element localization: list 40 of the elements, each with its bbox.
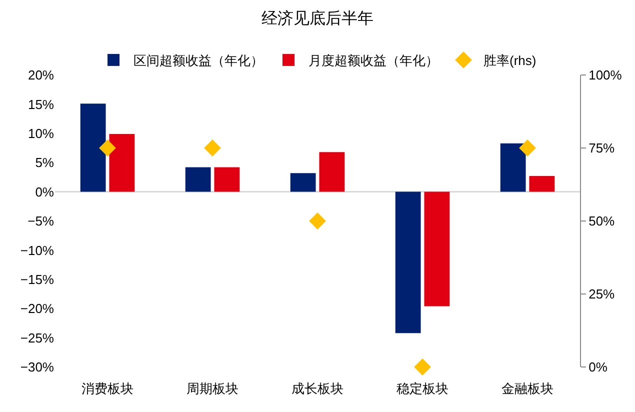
chart-title: 经济见底后半年 [262, 8, 374, 28]
legend-label: 月度超额收益（年化） [308, 53, 438, 68]
y2-tick-label: 100% [588, 68, 622, 83]
y-tick-label: −30% [20, 360, 54, 375]
point [519, 140, 536, 156]
bar [529, 176, 555, 192]
x-tick-label: 稳定板块 [396, 381, 448, 396]
x-tick-label: 消费板块 [82, 381, 134, 396]
y-tick-label: 20% [28, 68, 54, 83]
y-tick-label: −20% [20, 301, 54, 316]
point [204, 140, 221, 156]
y2-tick-label: 50% [588, 214, 616, 229]
bar [395, 192, 421, 334]
x-tick-label: 成长板块 [292, 381, 344, 396]
bar [80, 104, 106, 192]
y-tick-label: −10% [20, 242, 54, 258]
y2-tick-label: 0% [588, 360, 608, 375]
y2-tick-label: 75% [588, 140, 616, 156]
y-tick-label: −15% [20, 272, 54, 287]
point [414, 358, 431, 376]
y2-tick-label: 25% [588, 286, 616, 302]
point [309, 212, 326, 230]
point [99, 140, 116, 156]
bar [319, 152, 345, 192]
bar [109, 134, 135, 192]
bar [185, 167, 211, 192]
y-tick-label: 10% [28, 126, 54, 141]
x-tick-label: 周期板块 [186, 381, 238, 396]
legend-label: 区间超额收益（年化） [134, 53, 264, 68]
bar [214, 167, 240, 192]
bar [424, 192, 450, 306]
bar [500, 143, 526, 192]
y-tick-label: 15% [28, 96, 54, 112]
y-tick-label: −5% [28, 214, 54, 229]
bar [290, 173, 316, 192]
y-tick-label: 0% [35, 184, 54, 200]
y-tick-label: 5% [35, 155, 54, 170]
legend-label: 胜率(rhs) [484, 53, 536, 68]
y-tick-label: −25% [20, 330, 54, 346]
x-tick-label: 金融板块 [502, 381, 554, 396]
